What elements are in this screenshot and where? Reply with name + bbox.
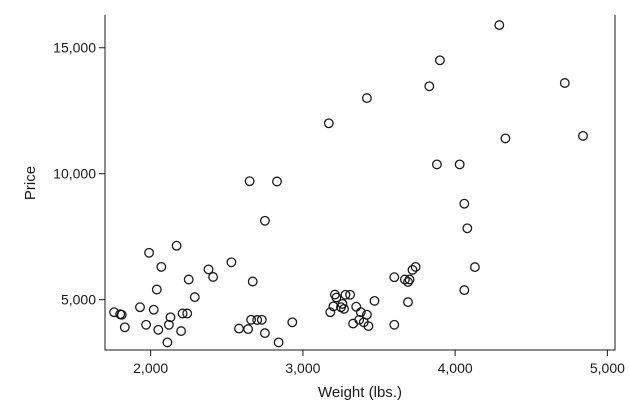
data-point	[153, 324, 164, 335]
data-point	[404, 274, 415, 285]
data-point	[361, 93, 372, 104]
y-tick-label: 10,000	[53, 166, 96, 182]
data-point	[234, 323, 244, 334]
data-point	[183, 274, 194, 285]
data-point	[119, 322, 130, 333]
data-point	[389, 272, 400, 283]
data-point	[431, 159, 442, 170]
data-point	[259, 215, 270, 226]
data-point	[148, 304, 159, 315]
data-point	[434, 55, 445, 66]
data-point	[459, 198, 470, 209]
data-point	[389, 319, 400, 330]
data-point	[351, 301, 362, 312]
data-point	[116, 309, 127, 320]
x-tick-label: 2,000	[133, 360, 168, 376]
data-point	[494, 20, 505, 31]
data-point	[462, 223, 473, 234]
data-point	[256, 314, 267, 325]
data-point	[459, 285, 470, 296]
data-point	[469, 262, 480, 273]
data-point	[247, 276, 258, 287]
plot-frame	[104, 15, 616, 351]
data-point	[323, 118, 334, 129]
data-point	[363, 321, 374, 332]
x-tick-label: 3,000	[285, 360, 320, 376]
data-point	[144, 247, 155, 258]
data-point	[156, 261, 167, 272]
data-point	[244, 176, 255, 187]
data-point	[165, 312, 176, 323]
data-point	[243, 324, 254, 335]
data-point	[559, 78, 570, 88]
data-point	[171, 240, 182, 251]
data-point	[407, 264, 418, 275]
data-point	[369, 295, 380, 306]
data-point	[340, 289, 351, 300]
data-point	[176, 326, 187, 337]
data-point	[328, 301, 339, 312]
data-point	[246, 314, 257, 325]
data-point	[331, 292, 342, 303]
data-point	[325, 307, 336, 318]
x-tick-label: 5,000	[590, 360, 625, 376]
data-point	[345, 289, 356, 300]
x-tick-label: 4,000	[438, 360, 473, 376]
data-point	[163, 319, 174, 330]
data-point	[454, 159, 465, 170]
data-point	[424, 81, 435, 92]
data-point	[208, 272, 219, 282]
data-point	[151, 284, 162, 295]
data-point	[399, 274, 410, 285]
y-axis-ticks: 5,000 10,000 15,000	[53, 40, 105, 308]
data-point	[287, 317, 298, 328]
data-point	[182, 308, 193, 319]
data-point	[337, 298, 348, 309]
data-point	[361, 309, 372, 320]
data-points	[109, 20, 588, 348]
x-axis-title: Weight (lbs.)	[318, 384, 402, 401]
y-axis-title: Price	[22, 166, 39, 200]
axes	[104, 15, 616, 351]
data-point	[177, 308, 188, 319]
x-axis-ticks: 2,000 3,000 4,000 5,000	[133, 350, 625, 376]
y-tick-label: 5,000	[61, 292, 96, 308]
data-point	[189, 292, 200, 303]
data-point	[135, 302, 145, 313]
data-point	[141, 319, 152, 330]
data-point	[578, 130, 588, 141]
data-point	[339, 303, 349, 314]
data-point	[273, 337, 284, 348]
data-point	[410, 261, 421, 272]
data-point	[355, 307, 366, 318]
data-point	[203, 264, 214, 275]
data-point	[162, 337, 173, 348]
data-point	[403, 297, 413, 308]
data-point	[403, 277, 413, 287]
y-tick-label: 15,000	[53, 40, 96, 56]
data-point	[226, 257, 237, 268]
data-point	[259, 328, 270, 339]
data-point	[272, 176, 282, 187]
data-point	[252, 315, 263, 325]
data-point	[500, 133, 511, 144]
